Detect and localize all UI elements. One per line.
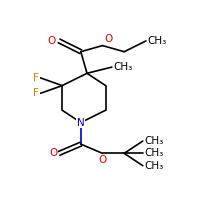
Text: CH₃: CH₃: [144, 161, 164, 171]
Text: CH₃: CH₃: [113, 62, 133, 72]
Text: CH₃: CH₃: [144, 148, 164, 158]
Text: F: F: [33, 88, 39, 98]
Text: O: O: [98, 155, 107, 165]
Text: O: O: [49, 148, 58, 158]
Text: N: N: [77, 118, 85, 128]
Text: O: O: [104, 34, 112, 44]
Text: F: F: [33, 73, 39, 83]
Text: CH₃: CH₃: [144, 136, 164, 146]
Text: CH₃: CH₃: [147, 36, 167, 46]
Text: O: O: [48, 36, 56, 46]
